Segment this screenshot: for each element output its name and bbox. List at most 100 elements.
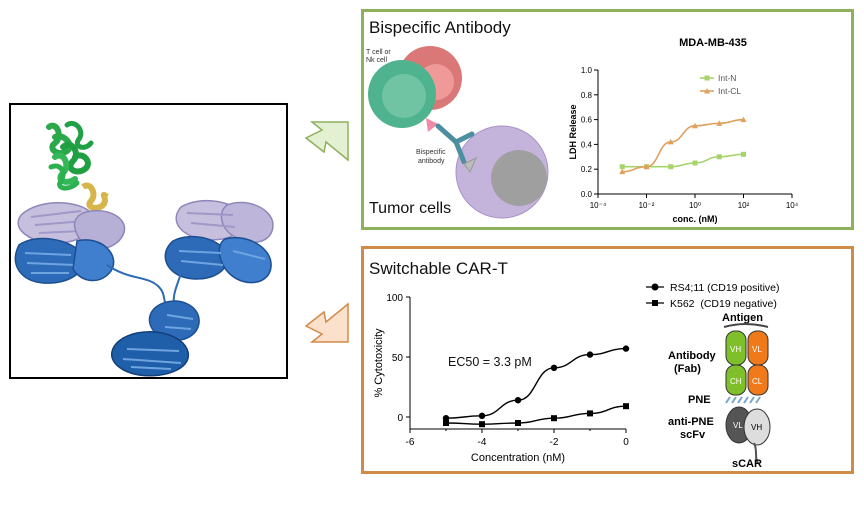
antibody-label: Antibody	[668, 350, 717, 362]
cyto-point-k562	[587, 410, 593, 417]
cyto-x-tick-label: -6	[406, 437, 415, 448]
bispecific-antibody-panel: Bispecific Antibody T cell or Nk cell Bi…	[361, 9, 854, 230]
cyto-x-axis-label: Concentration (nM)	[471, 452, 565, 464]
ldh-x-tick-label: 10⁻²	[639, 201, 655, 210]
arrow-to-bispecific	[304, 121, 349, 162]
cyto-point-rs411	[514, 397, 522, 404]
ldh-series-line-0	[622, 153, 744, 168]
ldh-y-tick-label: 1.0	[581, 66, 593, 75]
ldh-y-tick-label: 0.6	[581, 116, 593, 125]
pne-label: PNE	[688, 394, 711, 406]
ldh-point-int-cl	[643, 163, 650, 170]
cyto-point-rs411	[550, 364, 558, 371]
ldh-x-tick-label: 10⁴	[786, 201, 799, 210]
svg-text:Nk cell: Nk cell	[366, 57, 387, 64]
green-helix-domain	[46, 121, 94, 191]
scfv-label: anti-PNE	[668, 416, 714, 428]
bispecific-title: Bispecific Antibody	[369, 18, 511, 37]
fc-domain	[110, 300, 200, 377]
ldh-point-int-cl	[740, 116, 747, 123]
antibody-structure-panel	[9, 103, 288, 379]
cyto-point-rs411	[442, 415, 450, 422]
fab-ch-domain	[725, 364, 747, 396]
cyto-series-line-1	[445, 405, 627, 425]
ldh-legend-label-1: Int-CL	[718, 86, 741, 96]
svg-text:CL: CL	[752, 377, 763, 386]
ldh-y-tick-label: 0.4	[581, 140, 593, 149]
cyto-point-k562	[515, 420, 521, 426]
pne-tag	[725, 396, 761, 404]
ldh-point-int-cl	[716, 120, 723, 126]
cyto-y-axis-label: % Cytotoxicity	[373, 328, 385, 398]
ldh-x-axis-label: conc. (nM)	[673, 214, 718, 224]
yellow-linker-helix	[81, 182, 109, 211]
ldh-point-int-n	[668, 164, 674, 170]
cd3-connector	[426, 118, 438, 132]
ldh-point-int-n	[692, 160, 698, 166]
ldh-y-axis-label: LDH Release	[568, 104, 578, 159]
scfv-vh-domain	[743, 408, 771, 446]
cyto-x-tick-label: -4	[478, 437, 487, 448]
svg-text:VL: VL	[752, 345, 762, 354]
cytotoxicity-chart: 0 50 100 -6 -4 -2 0 Concentration (nM) % Cytotox…	[373, 293, 630, 464]
ldh-legend-marker-0	[704, 75, 710, 81]
fab-cl-domain	[747, 364, 769, 396]
fab-right-domain	[175, 199, 274, 244]
fab-right-constant-domain	[164, 235, 272, 284]
ldh-release-chart: MDA-MB-435 0.0 0.2 0.4 0.6 0.8 1.0 10⁻⁴ 10⁻² 10⁰ 1…	[568, 37, 799, 224]
cyto-point-rs411	[586, 351, 594, 358]
ldh-point-int-cl	[692, 122, 698, 129]
bispecific-antibody-icon	[435, 123, 475, 165]
cyto-y-tick-label: 100	[386, 293, 403, 304]
svg-text:antibody: antibody	[418, 158, 445, 165]
cyto-point-k562	[479, 421, 485, 428]
bispecific-antibody-label: Bispecific	[416, 149, 446, 156]
ldh-chart-title: MDA-MB-435	[679, 37, 747, 49]
cyto-x-tick-label: 0	[623, 437, 629, 448]
cyto-x-tick-label: -2	[550, 437, 559, 448]
cytotoxicity-legend: RS4;11 (CD19 positive) K562 (CD19 negati…	[646, 282, 780, 310]
antigen-label: Antigen	[722, 312, 763, 324]
ldh-point-int-cl	[619, 168, 626, 175]
bispecific-schematic: T cell or Nk cell Bispecific antibody	[366, 46, 549, 219]
ldh-point-int-n	[741, 151, 746, 157]
ldh-point-int-n	[716, 154, 722, 160]
cyto-point-k562	[551, 415, 557, 422]
car-t-title: Switchable CAR-T	[369, 259, 508, 278]
legend-marker-circle	[651, 283, 659, 291]
arrow-to-car-t	[304, 302, 349, 343]
antigen-bracket	[723, 323, 769, 328]
ec50-annotation: EC50 = 3.3 pM	[448, 355, 532, 369]
ldh-x-tick-label: 10²	[738, 201, 750, 210]
scar-schematic: Antigen VH VL CH CL Antibody (Fab) PNE V…	[668, 312, 771, 470]
switchable-car-t-panel: Switchable CAR-T 0 50 100 -6 -4 -2 0 Concentrat…	[361, 246, 854, 474]
ldh-legend-marker-1	[704, 88, 710, 94]
antibody-structure-image	[14, 121, 274, 377]
svg-text:VL: VL	[733, 421, 743, 430]
ldh-point-int-n	[619, 164, 625, 170]
cyto-point-rs411	[622, 345, 630, 352]
svg-text:scFv: scFv	[680, 429, 706, 441]
cyto-point-k562	[623, 403, 629, 410]
cyto-y-tick-label: 0	[397, 413, 403, 424]
legend-label-rs411: RS4;11 (CD19 positive)	[670, 282, 780, 294]
ldh-x-tick-label: 10⁰	[689, 201, 701, 210]
fab-left-domain	[17, 202, 126, 250]
t-cell-label: T cell or	[366, 49, 391, 56]
tumor-cells-label: Tumor cells	[369, 200, 452, 217]
tumor-cell-nucleus	[491, 150, 547, 206]
ldh-point-int-cl	[667, 138, 674, 145]
legend-marker-square	[652, 300, 658, 306]
svg-text:VH: VH	[751, 423, 762, 432]
legend-label-k562: K562 (CD19 negative)	[670, 298, 777, 310]
ldh-y-tick-label: 0.0	[581, 190, 593, 199]
ldh-y-tick-label: 0.2	[581, 165, 593, 174]
fab-left-constant-domain	[14, 237, 115, 284]
svg-text:VH: VH	[730, 345, 741, 354]
ldh-legend-label-0: Int-N	[718, 73, 736, 83]
cyto-y-tick-label: 50	[392, 353, 404, 364]
ldh-series-line-1	[622, 118, 744, 173]
ldh-x-tick-label: 10⁻⁴	[590, 201, 607, 210]
svg-text:(Fab): (Fab)	[674, 363, 701, 375]
cyto-point-rs411	[478, 412, 486, 419]
